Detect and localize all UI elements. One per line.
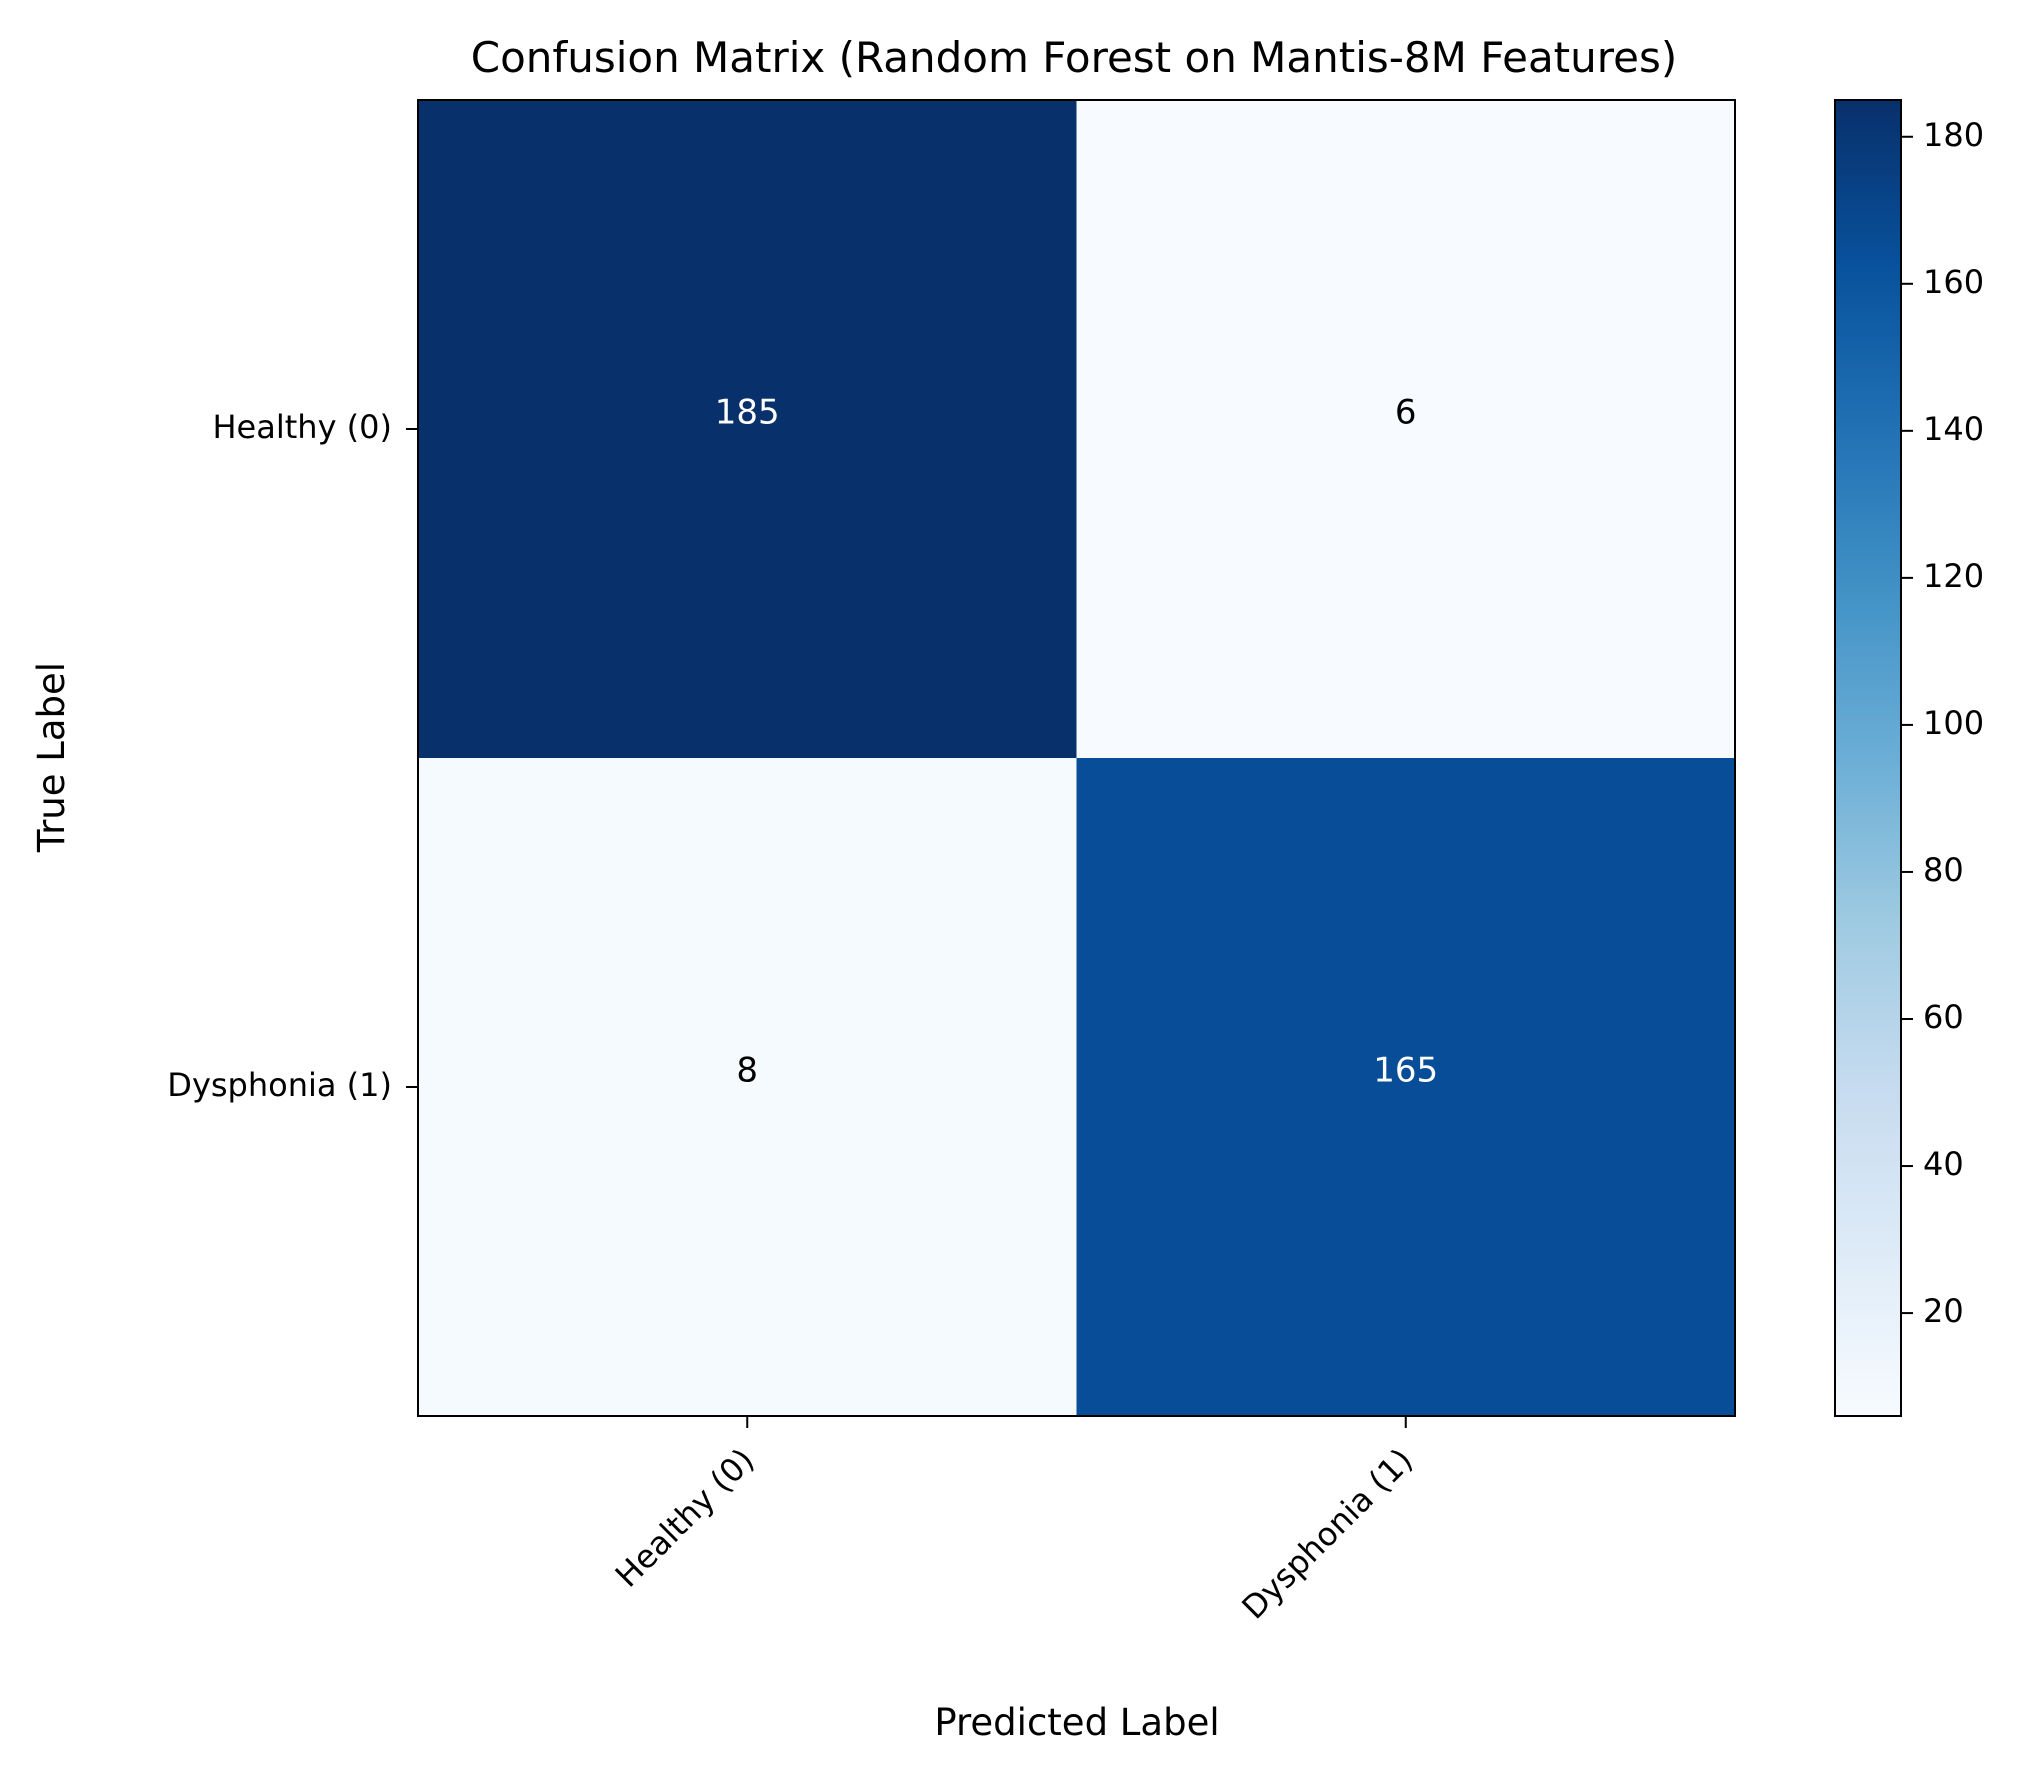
colorbar-tick-label: 100 <box>1923 704 1984 742</box>
x-tick-label: Dysphonia (1) <box>1234 1441 1420 1627</box>
heatmap-cell-labels: 185 6 8 165 <box>715 393 1438 1091</box>
colorbar-tick-label: 140 <box>1923 410 1984 448</box>
plot-frame <box>417 99 1736 1417</box>
colorbar-tick-label: 160 <box>1923 263 1984 301</box>
colorbar-tick-label: 60 <box>1923 998 1964 1036</box>
y-tick-label: Healthy (0) <box>212 408 392 446</box>
heatmap-cells <box>418 100 1736 1417</box>
colorbar-tick-label: 120 <box>1923 557 1984 595</box>
colorbar-fill <box>1835 100 1901 1416</box>
cell-value-r1-c1: 165 <box>1373 1051 1438 1091</box>
x-axis-ticks: Healthy (0) Dysphonia (1) <box>608 1416 1420 1627</box>
heatmap-cell-r1-c1 <box>1076 758 1736 1417</box>
chart-title: Confusion Matrix (Random Forest on Manti… <box>471 33 1677 82</box>
colorbar-ticks: 20 40 60 80 100 120 140 160 180 <box>1901 116 1984 1330</box>
cell-value-r1-c0: 8 <box>736 1051 758 1091</box>
heatmap-cell-r0-c0 <box>418 100 1077 759</box>
cell-value-r0-c1: 6 <box>1395 393 1417 433</box>
colorbar-tick-label: 180 <box>1923 116 1984 154</box>
y-axis-ticks: Healthy (0) Dysphonia (1) <box>167 408 418 1104</box>
colorbar-tick-label: 20 <box>1923 1292 1964 1330</box>
colorbar-frame <box>1834 99 1902 1417</box>
cell-value-r0-c0: 185 <box>715 393 780 433</box>
y-tick-label: Dysphonia (1) <box>167 1066 392 1104</box>
colorbar-tick-label: 80 <box>1923 851 1964 889</box>
heatmap-cell-r1-c0 <box>418 758 1077 1417</box>
y-axis-label: True Label <box>30 662 73 853</box>
colorbar-tick-label: 40 <box>1923 1145 1964 1183</box>
heatmap-cell-r0-c1 <box>1076 100 1736 759</box>
x-tick-label: Healthy (0) <box>608 1441 762 1595</box>
x-axis-label: Predicted Label <box>934 1701 1219 1744</box>
